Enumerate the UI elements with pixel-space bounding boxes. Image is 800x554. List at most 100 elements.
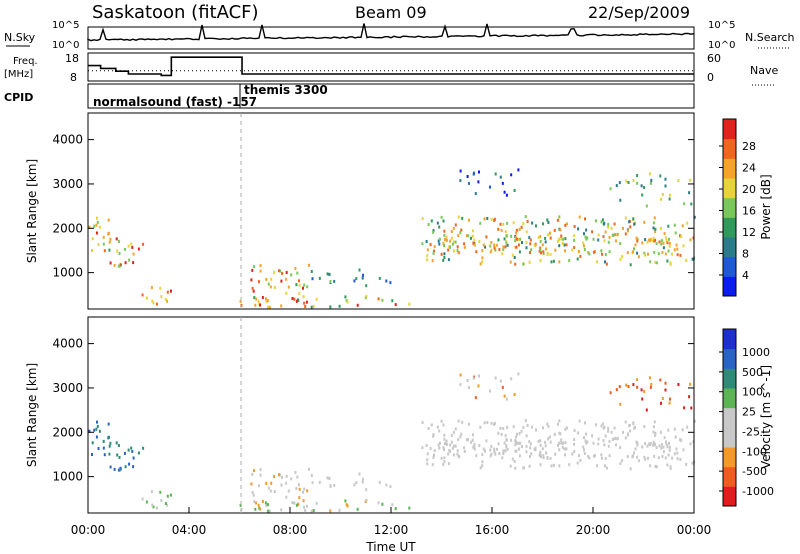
power-cell	[587, 251, 590, 254]
power-cell	[533, 243, 536, 247]
power-cell	[440, 252, 443, 256]
velocity-cell	[677, 383, 680, 386]
power-cell	[653, 216, 656, 220]
power-cell	[123, 247, 126, 251]
power-cell	[285, 271, 288, 274]
velocity-cell	[632, 383, 635, 387]
power-cell	[460, 228, 463, 232]
velocity-cell	[302, 499, 305, 503]
power-cell	[558, 237, 561, 241]
x-tick-label: 16:00	[475, 523, 510, 537]
velocity-cell	[265, 481, 268, 485]
power-cell	[358, 268, 361, 272]
power-ylabel: Slant Range [km]	[25, 159, 39, 263]
velocity-cell	[117, 444, 120, 447]
colorbar-swatch	[723, 388, 736, 409]
velocity-cell	[497, 442, 500, 446]
power-cell	[573, 246, 576, 249]
power-cell	[442, 258, 445, 262]
power-cell	[524, 215, 527, 219]
velocity-cell	[88, 429, 91, 433]
velocity-cell	[93, 428, 96, 432]
power-cell	[542, 252, 545, 256]
power-cell	[170, 289, 172, 293]
power-cell	[516, 237, 518, 241]
velocity-cell	[644, 442, 647, 446]
velocity-cell	[578, 419, 581, 423]
power-cell	[312, 305, 315, 308]
colorbar-swatch	[723, 256, 736, 277]
power-cell	[346, 300, 349, 304]
freq-tick-bottom: 8	[70, 71, 77, 84]
power-cell	[549, 253, 552, 257]
colorbar-swatch	[723, 427, 736, 448]
power-cell	[297, 298, 300, 302]
velocity-cell	[450, 440, 453, 444]
power-cell	[285, 291, 288, 295]
velocity-cell	[159, 490, 162, 494]
velocity-cell	[604, 434, 607, 438]
velocity-cell	[577, 431, 580, 435]
velocity-cell	[312, 509, 315, 512]
velocity-cell	[669, 465, 672, 469]
velocity-cell	[560, 438, 563, 442]
velocity-cell	[482, 447, 485, 451]
power-cell	[117, 240, 120, 243]
velocity-cell	[667, 453, 670, 457]
velocity-cell	[298, 483, 300, 487]
velocity-cell	[481, 453, 484, 457]
power-cell	[481, 249, 484, 253]
power-cell	[585, 228, 588, 232]
velocity-cell	[449, 443, 452, 447]
velocity-cell	[542, 456, 545, 460]
nave-tick-top: 60	[707, 52, 721, 65]
power-cell	[541, 243, 544, 247]
power-cell	[647, 252, 649, 256]
velocity-cell	[591, 434, 594, 438]
power-cell	[132, 261, 135, 265]
velocity-cell	[607, 444, 610, 448]
velocity-cell	[546, 456, 549, 460]
power-cell	[468, 181, 470, 185]
velocity-cell	[588, 456, 591, 460]
power-cell	[660, 239, 663, 243]
velocity-cell	[280, 508, 283, 512]
power-cell	[251, 286, 254, 290]
freq-tick-top: 18	[65, 52, 79, 65]
power-cell	[627, 229, 629, 233]
power-cell	[652, 236, 655, 240]
power-cell	[115, 237, 118, 241]
power-cell	[618, 181, 621, 185]
power-cell	[542, 222, 545, 226]
velocity-cell	[573, 450, 576, 453]
velocity-cell	[545, 451, 548, 455]
cpid-mode-1: normalsound (fast) -157	[93, 95, 257, 109]
power-y-ticks: 1000 2000 3000 4000	[52, 133, 694, 280]
power-cell	[443, 256, 446, 259]
power-cell	[482, 243, 485, 247]
noise-tick-bottom-right: 10^0	[708, 40, 735, 51]
velocity-cell	[644, 457, 647, 461]
velocity-cell	[667, 428, 670, 432]
power-cell	[302, 286, 304, 290]
power-cell	[629, 263, 632, 267]
velocity-cell	[166, 494, 169, 498]
colorbar-swatch	[723, 466, 736, 487]
velocity-cell	[659, 378, 662, 382]
velocity-cell	[561, 445, 564, 449]
power-cell	[504, 230, 507, 234]
power-cell	[141, 293, 144, 297]
power-cell	[127, 244, 130, 248]
velocity-cell	[506, 447, 509, 451]
power-cell	[308, 263, 310, 267]
power-cell	[601, 252, 603, 256]
velocity-cell	[450, 434, 453, 437]
velocity-cell	[252, 493, 255, 497]
velocity-cell	[537, 440, 540, 443]
power-cell	[353, 279, 356, 283]
power-cell	[592, 237, 595, 241]
velocity-cell	[618, 385, 621, 389]
velocity-cell	[326, 476, 329, 480]
power-cell	[646, 240, 649, 244]
velocity-cell	[547, 437, 550, 441]
